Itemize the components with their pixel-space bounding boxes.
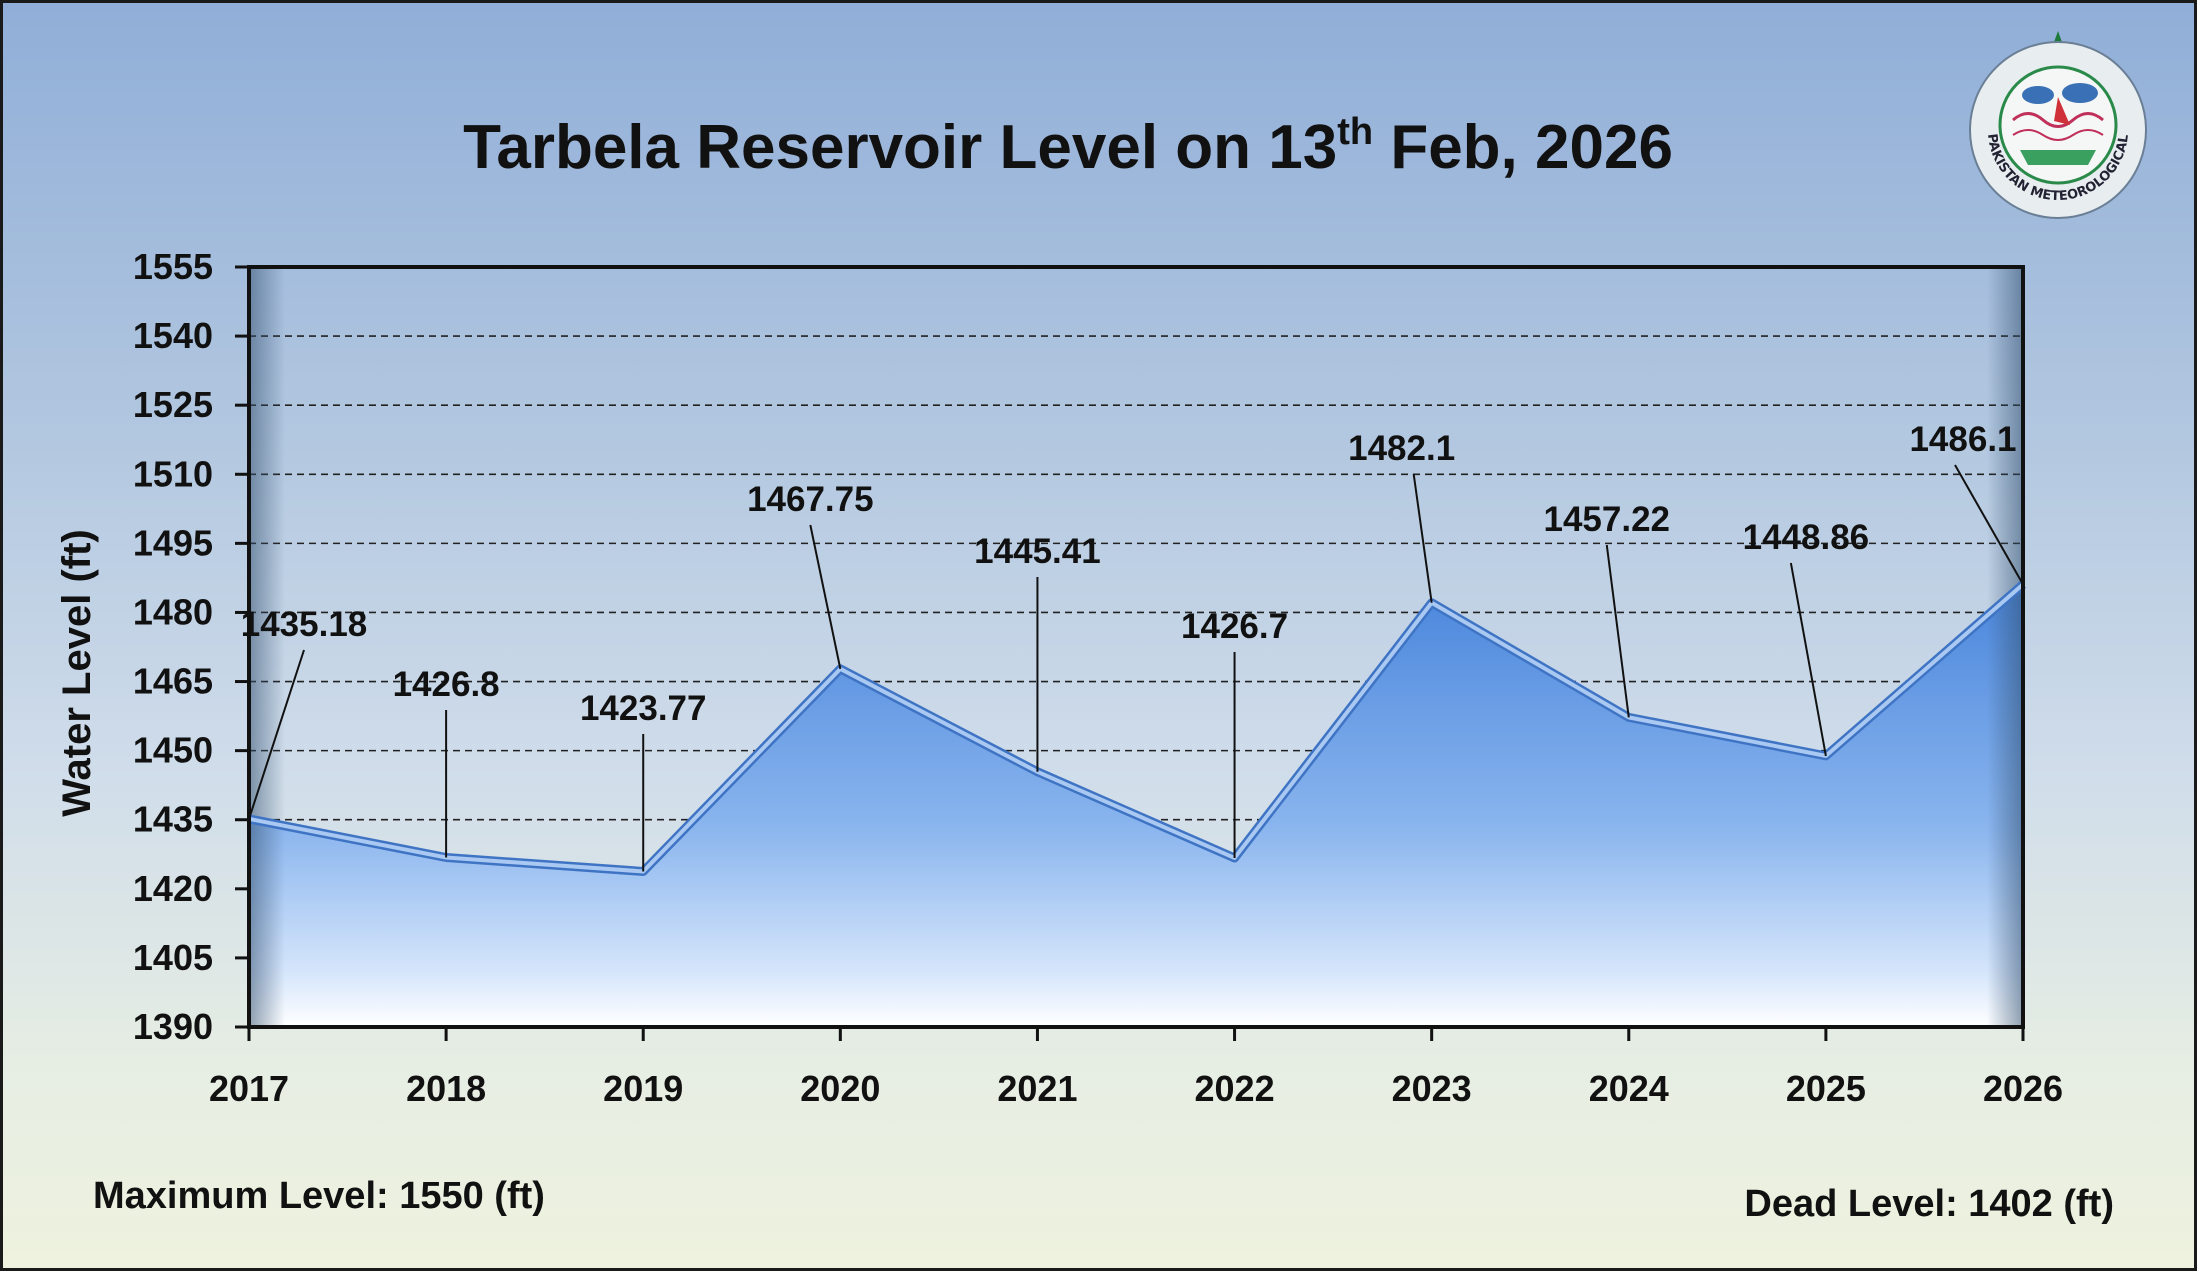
data-label: 1486.1	[1909, 420, 2016, 459]
data-label: 1457.22	[1544, 500, 1671, 539]
area-fill	[249, 584, 2023, 1027]
y-tick-label: 1525	[133, 384, 213, 425]
y-tick-label: 1510	[133, 453, 213, 494]
dead-level-note: Dead Level: 1402 (ft)	[1744, 1183, 2114, 1225]
y-tick-label: 1390	[133, 1006, 213, 1047]
y-tick-label: 1495	[133, 522, 213, 563]
data-label: 1445.41	[974, 532, 1101, 571]
y-tick-label: 1480	[133, 591, 213, 632]
y-tick-label: 1420	[133, 868, 213, 909]
leader-line	[1412, 473, 1433, 603]
data-label: 1426.7	[1181, 607, 1288, 646]
y-tick-label: 1435	[133, 799, 213, 840]
plot-border	[247, 265, 2025, 1029]
data-label: 1467.75	[747, 480, 874, 519]
pmd-logo-icon: PAKISTAN METEOROLOGICAL DEPARTMENT	[1958, 25, 2147, 219]
leader-line	[248, 649, 305, 820]
title-superscript: th	[1337, 111, 1373, 153]
x-tick-label: 2017	[209, 1068, 289, 1109]
x-tick-label: 2019	[603, 1068, 683, 1109]
leader-line	[809, 524, 842, 670]
y-tick-label: 1450	[133, 730, 213, 771]
title-main: Tarbela Reservoir Level on 13	[463, 113, 1337, 182]
data-labels: 1435.18 1426.8 1423.77 1467.75 1445.41 1426.7…	[241, 420, 2017, 728]
series-line	[248, 582, 2025, 874]
data-label: 1426.8	[393, 665, 500, 704]
bevel-left	[249, 267, 285, 1027]
data-label: 1482.1	[1348, 429, 1455, 468]
leader-lines	[248, 464, 2024, 872]
axes	[235, 265, 2025, 1041]
bevel-right	[1987, 267, 2023, 1027]
title-rest: Feb, 2026	[1373, 113, 1673, 182]
y-tick-label: 1405	[133, 937, 213, 978]
chart-title: Tarbela Reservoir Level on 13th Feb, 202…	[463, 111, 1673, 182]
y-tick-label: 1540	[133, 315, 213, 356]
leader-line	[1954, 464, 2024, 585]
x-tick-label: 2021	[997, 1068, 1077, 1109]
x-tick-label: 2023	[1392, 1068, 1472, 1109]
x-tick-label: 2018	[406, 1068, 486, 1109]
x-tick-labels: 2017 2018 2019 2020 2021 2022 2023 2024 2025 2026	[209, 1068, 2063, 1109]
maximum-level-note: Maximum Level: 1550 (ft)	[93, 1175, 545, 1217]
leader-line	[1605, 544, 1630, 718]
y-tick-labels: 1390 1405 1420 1435 1450 1465 1480 1495 1510 1525…	[133, 246, 213, 1047]
data-label: 1423.77	[580, 689, 707, 728]
x-tick-label: 2025	[1786, 1068, 1866, 1109]
x-tick-label: 2026	[1983, 1068, 2063, 1109]
leader-line	[1789, 562, 1827, 757]
y-tick-label: 1465	[133, 661, 213, 702]
x-tick-label: 2024	[1589, 1068, 1669, 1109]
data-label: 1448.86	[1743, 518, 1870, 557]
y-axis-title: Water Level (ft)	[55, 529, 99, 816]
x-tick-label: 2022	[1195, 1068, 1275, 1109]
y-tick-label: 1555	[133, 246, 213, 287]
chart: Tarbela Reservoir Level on 13th Feb, 202…	[55, 111, 2063, 1109]
x-tick-label: 2020	[800, 1068, 880, 1109]
area-series	[248, 267, 2026, 1027]
data-label: 1435.18	[241, 605, 368, 644]
